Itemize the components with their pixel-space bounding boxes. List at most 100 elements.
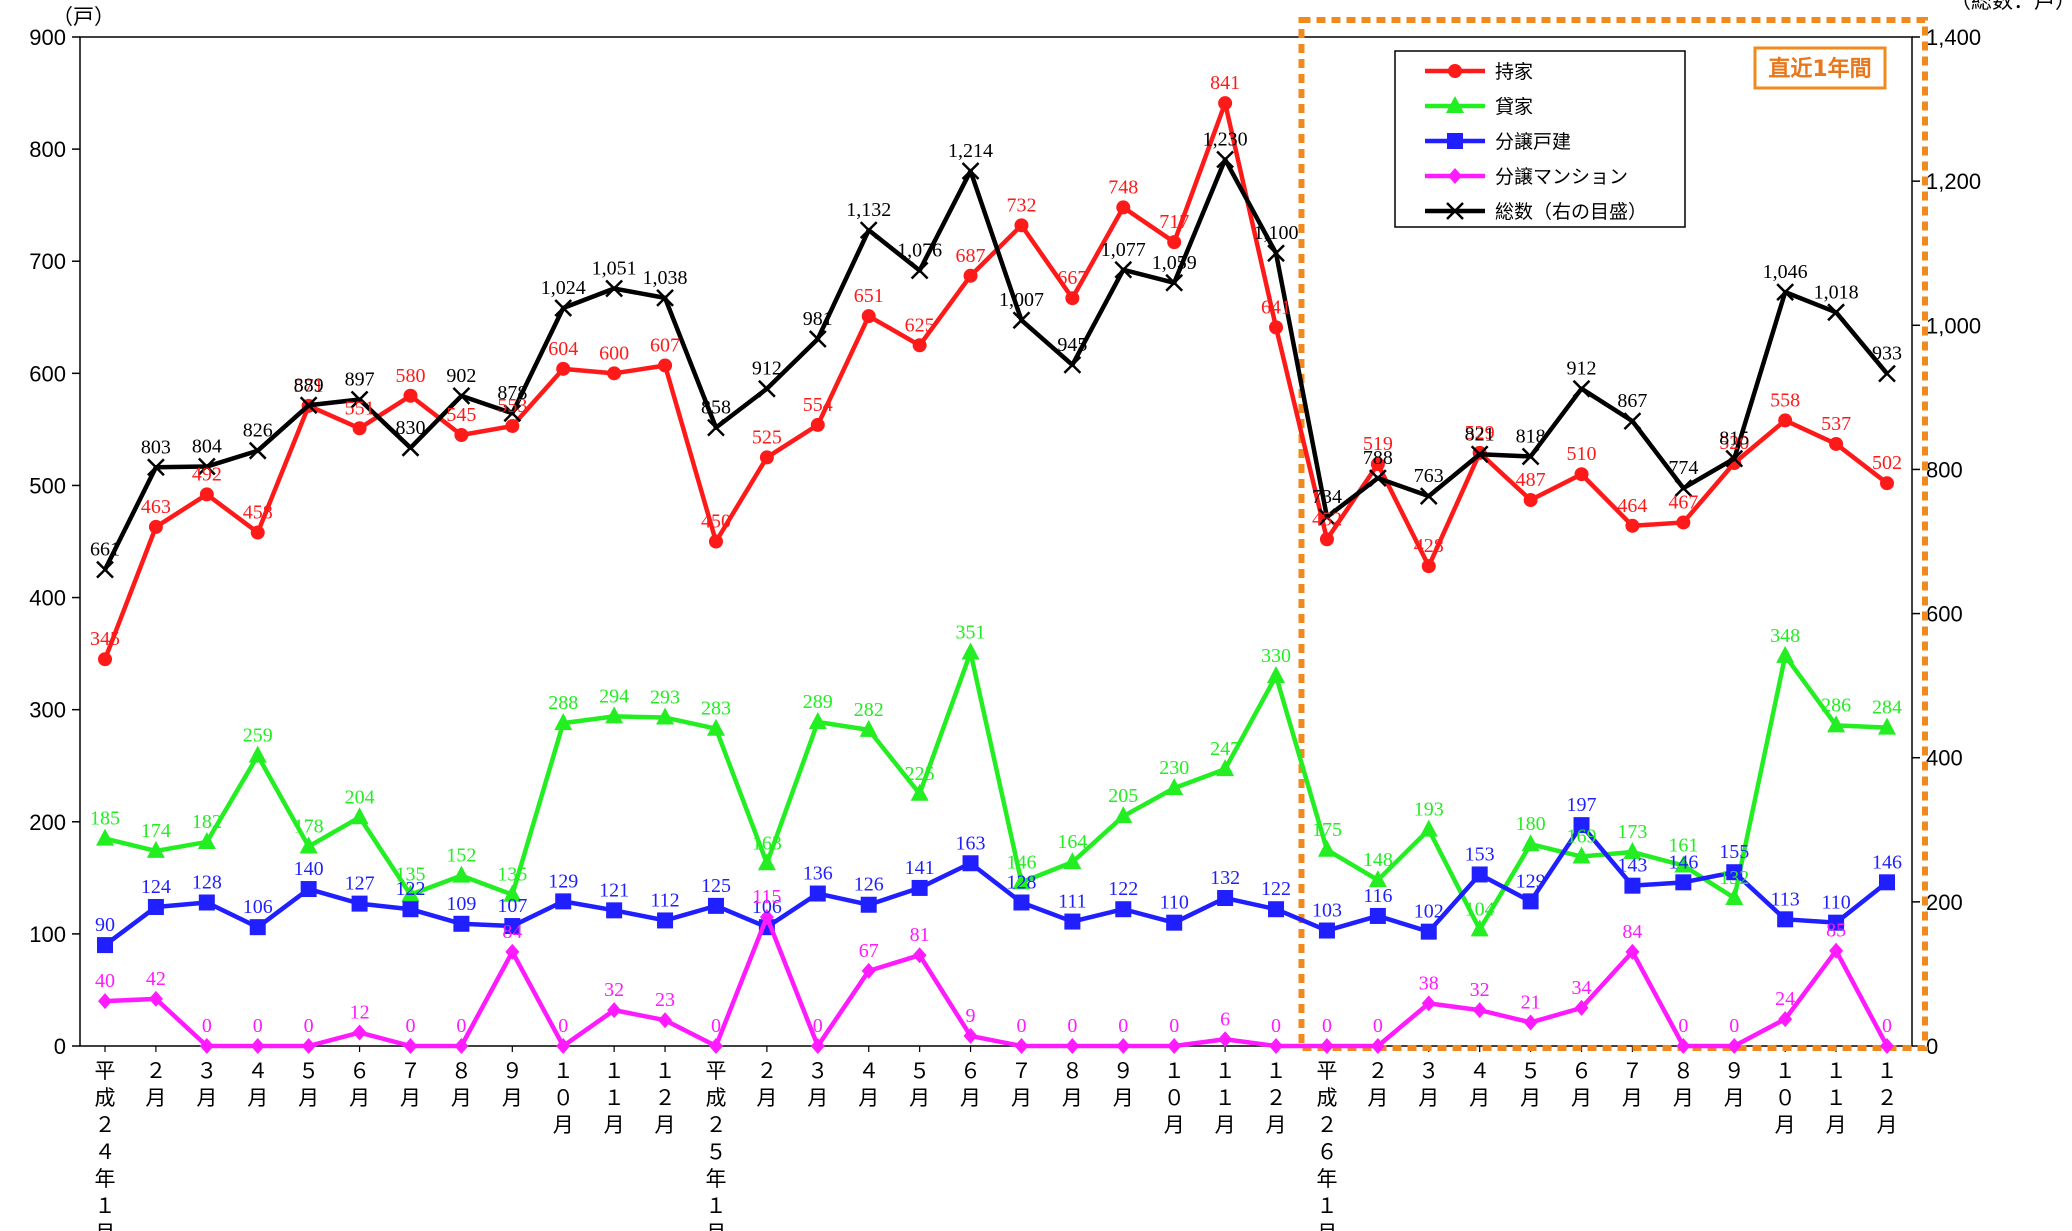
data-label-kashiya: 104 <box>1465 898 1495 920</box>
x-category-label: １０月 <box>1775 1059 1796 1137</box>
legend-marker-mochiie <box>1448 64 1462 78</box>
data-label-bunjo-mansion: 24 <box>1775 988 1795 1010</box>
data-label-mochiie: 520 <box>1719 432 1749 454</box>
data-label-bunjo-mansion: 81 <box>910 924 930 946</box>
data-label-bunjo-kodate: 127 <box>345 873 375 895</box>
data-label-bunjo-kodate: 107 <box>497 895 527 917</box>
data-label-bunjo-kodate: 128 <box>1006 871 1036 893</box>
data-point-bunjo-mansion <box>1065 1038 1080 1054</box>
data-point-kashiya <box>1267 666 1286 684</box>
data-point-mochiie <box>505 419 520 434</box>
data-point-bunjo-kodate <box>1726 864 1743 881</box>
data-point-kashiya <box>248 745 267 763</box>
data-point-total <box>1318 508 1336 526</box>
data-point-kashiya <box>1419 819 1438 837</box>
data-label-mochiie: 545 <box>446 404 476 426</box>
data-label-bunjo-mansion: 21 <box>1521 991 1541 1013</box>
data-point-mochiie <box>1676 515 1691 530</box>
data-label-kashiya: 132 <box>1719 867 1749 889</box>
data-point-total <box>1012 311 1031 330</box>
data-label-bunjo-mansion: 67 <box>859 940 879 962</box>
data-label-kashiya: 283 <box>701 698 731 720</box>
data-label-mochiie: 554 <box>803 394 833 416</box>
x-category-label: １１月 <box>1826 1059 1847 1137</box>
data-point-bunjo-kodate <box>911 879 928 896</box>
data-point-bunjo-mansion <box>250 1038 265 1054</box>
data-point-kashiya <box>808 711 827 729</box>
data-point-bunjo-mansion <box>454 1038 469 1054</box>
data-point-bunjo-mansion <box>1676 1038 1691 1054</box>
data-point-kashiya <box>146 840 165 858</box>
y-left-tick-label: 200 <box>29 810 66 835</box>
data-label-bunjo-mansion: 84 <box>1622 921 1642 943</box>
data-point-bunjo-mansion <box>607 1002 622 1019</box>
data-point-kashiya <box>1776 645 1795 663</box>
data-point-total <box>1725 449 1744 468</box>
data-point-mochiie <box>759 450 774 465</box>
data-label-mochiie: 467 <box>1668 491 1698 513</box>
x-category-label: １１月 <box>604 1059 625 1137</box>
data-label-bunjo-mansion: 0 <box>1729 1015 1739 1037</box>
y-left-tick-label: 0 <box>54 1034 66 1059</box>
data-label-bunjo-mansion: 0 <box>253 1015 263 1037</box>
data-label-kashiya: 185 <box>90 808 120 830</box>
data-label-total: 1,230 <box>1203 129 1248 151</box>
data-label-total: 803 <box>141 436 171 458</box>
data-point-bunjo-mansion <box>1472 1002 1487 1019</box>
data-label-mochiie: 519 <box>1363 433 1393 455</box>
x-category-label: １２月 <box>655 1059 676 1137</box>
data-label-total: 826 <box>243 420 273 442</box>
data-point-bunjo-kodate <box>1522 893 1539 910</box>
data-label-bunjo-mansion: 0 <box>1373 1015 1383 1037</box>
data-label-bunjo-kodate: 106 <box>243 896 273 918</box>
data-point-bunjo-kodate <box>1064 913 1081 930</box>
data-label-total: 912 <box>1567 358 1597 380</box>
x-category-label: １０月 <box>1164 1059 1185 1137</box>
y-left-tick-label: 300 <box>29 698 66 723</box>
data-point-bunjo-kodate <box>1268 901 1285 918</box>
data-label-bunjo-mansion: 23 <box>655 989 675 1011</box>
data-label-bunjo-mansion: 0 <box>1016 1015 1026 1037</box>
data-label-total: 1,077 <box>1101 239 1146 261</box>
data-label-kashiya: 173 <box>1617 821 1647 843</box>
data-label-mochiie: 510 <box>1567 443 1597 465</box>
data-point-kashiya <box>401 884 420 902</box>
legend-marker-total <box>1446 202 1464 220</box>
data-point-total <box>1368 469 1387 487</box>
data-point-kashiya <box>1878 717 1896 735</box>
data-label-bunjo-mansion: 0 <box>405 1015 415 1037</box>
data-label-mochiie: 558 <box>1770 389 1800 411</box>
data-label-kashiya: 193 <box>1414 799 1444 821</box>
data-label-bunjo-kodate: 103 <box>1312 900 1342 922</box>
x-category-label: １２月 <box>1877 1059 1898 1137</box>
data-point-bunjo-kodate <box>555 893 572 910</box>
data-point-bunjo-mansion <box>708 1038 723 1054</box>
data-label-bunjo-kodate: 90 <box>95 914 115 936</box>
x-category-label: ７月 <box>1011 1059 1032 1110</box>
recent-year-badge-label: 直近1年間 <box>1768 56 1871 82</box>
data-point-total <box>1878 364 1896 383</box>
data-point-bunjo-mansion <box>1778 1011 1793 1028</box>
data-point-bunjo-mansion <box>1269 1038 1284 1054</box>
data-point-total <box>605 279 624 298</box>
data-point-mochiie <box>963 268 978 283</box>
data-label-bunjo-mansion: 0 <box>813 1015 823 1037</box>
data-point-mochiie <box>607 366 622 381</box>
data-point-bunjo-mansion <box>1116 1038 1131 1054</box>
x-category-label: ８月 <box>1673 1059 1694 1110</box>
data-label-total: 815 <box>1719 428 1749 450</box>
data-point-total <box>1827 303 1845 322</box>
data-point-mochiie <box>708 534 723 549</box>
data-label-bunjo-mansion: 32 <box>604 979 624 1001</box>
y-left-tick-label: 500 <box>29 473 66 498</box>
legend-label-mochiie: 持家 <box>1495 61 1533 83</box>
data-label-bunjo-kodate: 122 <box>395 878 425 900</box>
data-label-total: 734 <box>1312 486 1342 508</box>
data-label-total: 1,038 <box>643 267 688 289</box>
data-point-total <box>808 330 827 348</box>
data-point-bunjo-kodate <box>707 897 724 914</box>
data-point-mochiie <box>1523 493 1538 508</box>
y-right-tick-label: 600 <box>1926 602 1963 627</box>
